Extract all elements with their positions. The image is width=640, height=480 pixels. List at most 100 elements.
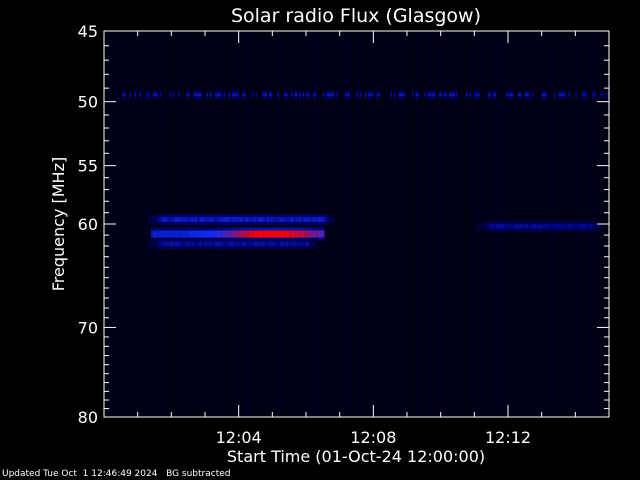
heatmap-cell (573, 220, 576, 224)
heatmap-cell (122, 90, 125, 94)
heatmap-cell (198, 222, 200, 225)
heatmap-cell (211, 238, 214, 242)
heatmap-cell (263, 241, 266, 247)
heatmap-cell (206, 241, 209, 247)
heatmap-cell (492, 93, 495, 97)
heatmap-cell (178, 227, 180, 231)
heatmap-cell (173, 230, 175, 238)
heatmap-cell (169, 241, 172, 247)
heatmap-cell (415, 90, 418, 94)
heatmap-cell (210, 246, 212, 250)
heatmap-cell (265, 227, 268, 231)
heatmap-cell (336, 96, 338, 100)
heatmap-cell (309, 241, 312, 247)
heatmap-cell (284, 90, 286, 94)
heatmap-cell (321, 217, 323, 222)
heatmap-cell (199, 93, 202, 97)
heatmap-cell (560, 93, 562, 97)
heatmap-cell (555, 223, 557, 229)
heatmap-cell (159, 96, 162, 100)
heatmap-cell (482, 220, 485, 224)
heatmap-cell (455, 96, 458, 100)
heatmap-cell (216, 246, 219, 250)
heatmap-cell (509, 228, 512, 232)
heatmap-cell (279, 214, 281, 217)
heatmap-cell (199, 227, 202, 231)
heatmap-cell (311, 227, 313, 231)
heatmap-cell (267, 241, 269, 247)
heatmap-cell (285, 241, 288, 247)
heatmap-cell (327, 96, 330, 100)
heatmap-cell (433, 96, 436, 100)
heatmap-cell (154, 96, 157, 100)
heatmap-cell (183, 214, 185, 217)
heatmap-cell (319, 237, 322, 241)
heatmap-cell (184, 241, 187, 247)
heatmap-cell (269, 230, 271, 238)
heatmap-cell (287, 214, 290, 217)
heatmap-cell (285, 227, 288, 231)
heatmap-cell (156, 246, 158, 250)
heatmap-cell (327, 93, 330, 97)
heatmap-cell (280, 238, 283, 242)
heatmap-cell (300, 241, 303, 247)
heatmap-cell (162, 230, 165, 238)
heatmap-cell (440, 90, 443, 94)
heatmap-cell (289, 246, 291, 250)
heatmap-cell (151, 227, 153, 231)
heatmap-cell (300, 246, 303, 250)
heatmap-cell (233, 214, 236, 217)
heatmap-cell (169, 230, 172, 238)
heatmap-cell (311, 241, 313, 247)
heatmap-cell (290, 214, 293, 217)
heatmap-cell (295, 214, 298, 217)
heatmap-cell (220, 90, 222, 94)
noise-streak (425, 33, 426, 415)
heatmap-cell (494, 228, 497, 232)
heatmap-cell (245, 214, 248, 217)
heatmap-cell (300, 214, 303, 217)
heatmap-cell (309, 227, 312, 231)
heatmap-cell (306, 217, 308, 222)
heatmap-cell (201, 214, 204, 217)
heatmap-cell (201, 246, 204, 250)
heatmap-cell (211, 230, 214, 238)
heatmap-cell (319, 230, 322, 238)
heatmap-cell (403, 90, 406, 94)
heatmap-cell (198, 96, 200, 100)
heatmap-cell (152, 96, 155, 100)
heatmap-cell (583, 228, 586, 232)
heatmap-cell (297, 222, 300, 225)
heatmap-cell (183, 246, 185, 250)
heatmap-cell (314, 246, 317, 250)
heatmap-cell (274, 214, 276, 217)
heatmap-cell (159, 217, 162, 222)
heatmap-cell (359, 96, 362, 100)
heatmap-cell (216, 222, 219, 225)
heatmap-cell (541, 228, 544, 232)
heatmap-cell (593, 223, 596, 229)
heatmap-cell (193, 96, 195, 100)
heatmap-cell (205, 217, 207, 222)
heatmap-cell (332, 217, 335, 222)
heatmap-cell (531, 223, 534, 229)
heatmap-cell (257, 227, 259, 231)
heatmap-cell (439, 90, 441, 94)
heatmap-cell (324, 217, 327, 222)
heatmap-cell (149, 246, 152, 250)
heatmap-cell (371, 90, 374, 94)
heatmap-cell (311, 230, 313, 238)
heatmap-cell (331, 90, 333, 94)
heatmap-cell (359, 93, 362, 97)
heatmap-cell (240, 238, 242, 242)
heatmap-cell (560, 90, 562, 94)
heatmap-cell (316, 241, 318, 247)
heatmap-cell (314, 241, 317, 247)
heatmap-cell (474, 96, 476, 100)
heatmap-cell (575, 93, 577, 97)
heatmap-cell (174, 230, 177, 238)
heatmap-cell (302, 90, 305, 94)
heatmap-cell (242, 230, 244, 238)
heatmap-cell (205, 214, 207, 217)
heatmap-cell (300, 217, 303, 222)
